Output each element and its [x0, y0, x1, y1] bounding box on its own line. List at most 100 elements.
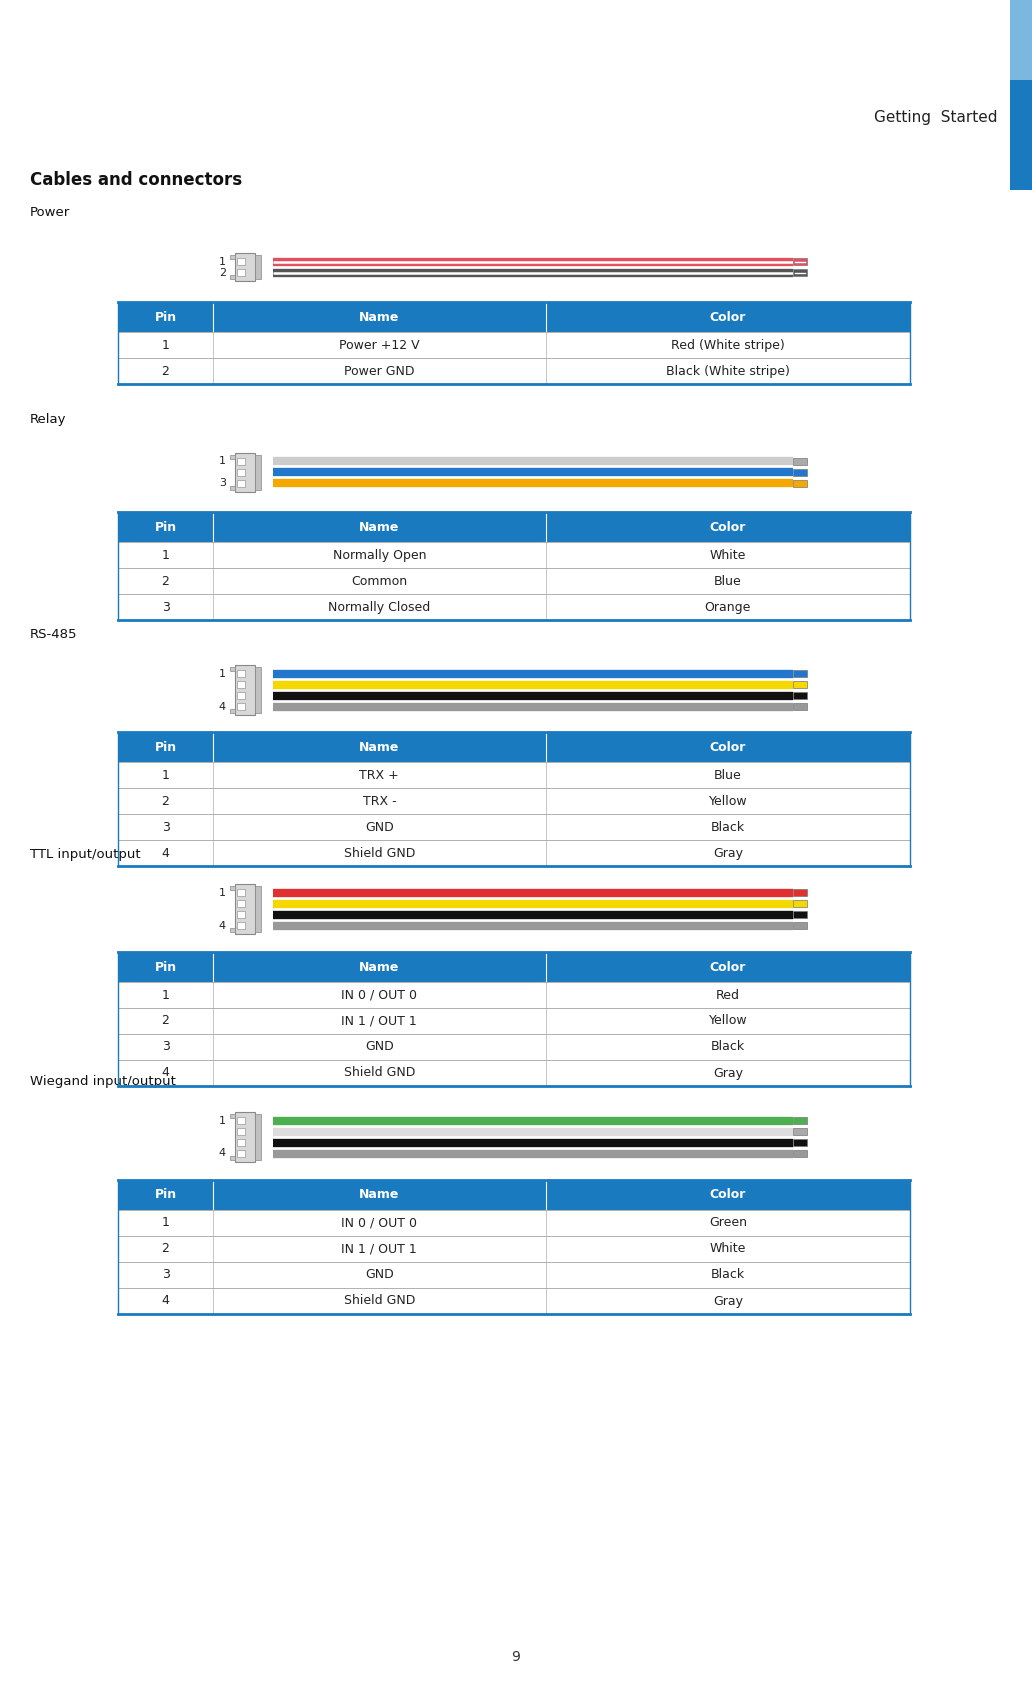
Bar [118, 951, 910, 982]
Text: Pin: Pin [155, 960, 176, 973]
Bar [230, 486, 235, 489]
Bar [793, 923, 807, 930]
Text: GND: GND [365, 1041, 394, 1053]
Text: GND: GND [365, 1269, 394, 1282]
Bar [237, 899, 245, 908]
Bar [237, 457, 245, 464]
Text: IN 0 / OUT 0: IN 0 / OUT 0 [342, 1216, 417, 1230]
Text: 3: 3 [219, 477, 226, 488]
Text: 1: 1 [219, 256, 226, 267]
Text: Yellow: Yellow [709, 1014, 747, 1027]
Bar [793, 692, 807, 698]
Text: Color: Color [710, 1189, 746, 1201]
Text: 4: 4 [162, 1066, 169, 1080]
Bar [237, 889, 245, 896]
Bar [118, 1009, 910, 1034]
Bar [237, 1117, 245, 1124]
Bar [118, 1034, 910, 1059]
Text: Name: Name [359, 960, 399, 973]
Text: TRX +: TRX + [359, 769, 399, 781]
Text: IN 1 / OUT 1: IN 1 / OUT 1 [342, 1014, 417, 1027]
Text: GND: GND [365, 820, 394, 833]
Bar [793, 1117, 807, 1124]
Text: RS-485: RS-485 [30, 628, 77, 641]
Text: Color: Color [710, 741, 746, 754]
Bar [230, 709, 235, 714]
Bar [255, 1113, 261, 1161]
Text: 1: 1 [162, 339, 169, 351]
Bar [235, 1112, 255, 1162]
Bar [230, 1156, 235, 1161]
Text: 1: 1 [162, 1216, 169, 1230]
Text: Power GND: Power GND [344, 364, 415, 378]
Bar [237, 479, 245, 486]
Text: 1: 1 [219, 1115, 226, 1125]
Text: Common: Common [351, 575, 408, 587]
Text: 4: 4 [219, 1149, 226, 1159]
Bar [230, 275, 235, 278]
Text: Color: Color [710, 521, 746, 533]
Bar [118, 542, 910, 569]
Text: 4: 4 [219, 702, 226, 712]
Bar [118, 732, 910, 763]
Bar [237, 692, 245, 698]
Bar [118, 815, 910, 840]
Text: Getting  Started: Getting Started [874, 110, 998, 125]
Bar [118, 1179, 910, 1210]
Bar [255, 454, 261, 489]
Bar [118, 788, 910, 815]
Bar [237, 1139, 245, 1145]
Text: Wiegand input/output: Wiegand input/output [30, 1076, 175, 1088]
Bar [230, 454, 235, 459]
Bar [793, 457, 807, 464]
Bar [118, 763, 910, 788]
Text: Name: Name [359, 310, 399, 324]
Text: Gray: Gray [713, 1294, 743, 1307]
Text: Normally Open: Normally Open [332, 548, 426, 562]
Bar [118, 1059, 910, 1086]
Bar [237, 1151, 245, 1157]
Bar [793, 899, 807, 908]
Text: Name: Name [359, 521, 399, 533]
Text: Relay: Relay [30, 413, 66, 425]
Text: TTL input/output: TTL input/output [30, 847, 140, 860]
Bar [235, 452, 255, 491]
Text: Shield GND: Shield GND [344, 847, 415, 859]
Bar [1010, 79, 1032, 191]
Text: 2: 2 [162, 795, 169, 808]
Text: White: White [710, 548, 746, 562]
Bar [118, 1287, 910, 1314]
Text: Black: Black [711, 1041, 745, 1053]
Text: 2: 2 [162, 364, 169, 378]
Bar [237, 670, 245, 676]
Text: Power +12 V: Power +12 V [340, 339, 420, 351]
Text: 3: 3 [162, 820, 169, 833]
Text: 1: 1 [219, 455, 226, 466]
Text: 1: 1 [162, 548, 169, 562]
Bar [237, 923, 245, 930]
Text: Name: Name [359, 1189, 399, 1201]
Bar [793, 911, 807, 918]
Text: TRX -: TRX - [362, 795, 396, 808]
Bar [255, 666, 261, 714]
Bar [1010, 0, 1032, 79]
Text: Black: Black [711, 1269, 745, 1282]
Text: Orange: Orange [705, 601, 751, 614]
Text: 3: 3 [162, 1269, 169, 1282]
Bar [230, 1113, 235, 1118]
Bar [237, 911, 245, 918]
Bar [235, 884, 255, 935]
Bar [793, 1151, 807, 1157]
Text: Pin: Pin [155, 310, 176, 324]
Text: 4: 4 [219, 921, 226, 931]
Bar [237, 258, 245, 265]
Bar [230, 928, 235, 931]
Text: Normally Closed: Normally Closed [328, 601, 430, 614]
Bar [793, 268, 807, 277]
Bar [237, 1129, 245, 1135]
Bar [118, 332, 910, 358]
Text: 4: 4 [162, 1294, 169, 1307]
Text: Red (White stripe): Red (White stripe) [671, 339, 784, 351]
Text: 2: 2 [162, 1243, 169, 1255]
Bar [237, 703, 245, 710]
